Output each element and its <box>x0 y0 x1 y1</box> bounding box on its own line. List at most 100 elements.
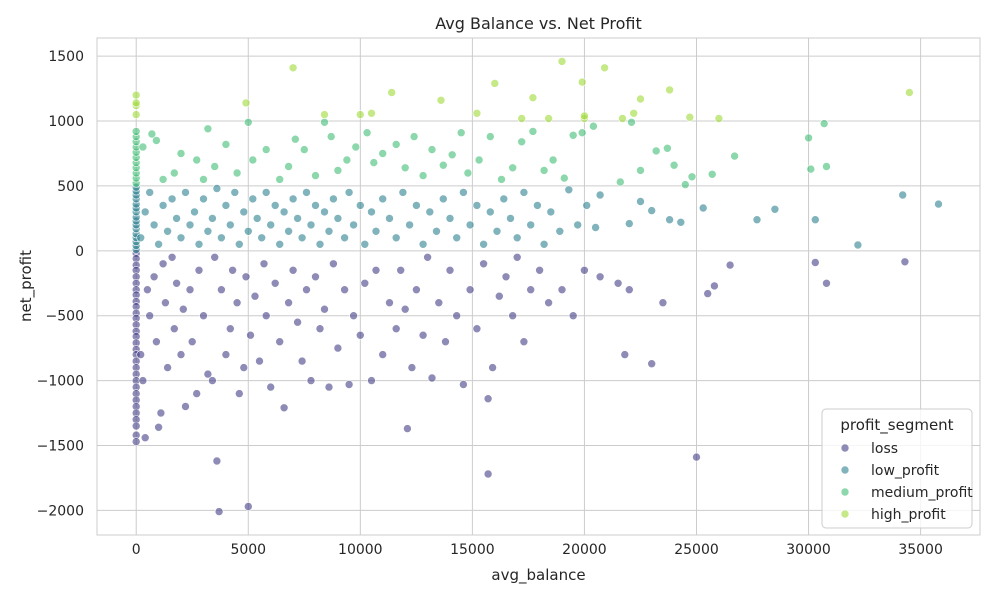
point-loss <box>595 272 605 282</box>
point-loss <box>172 278 181 288</box>
point-high_profit <box>517 114 527 123</box>
point-loss <box>320 304 329 314</box>
point-low_profit <box>564 185 574 195</box>
point-medium_profit <box>244 118 253 127</box>
point-loss <box>501 272 511 282</box>
x-ticks: 0 5000 10000 15000 20000 25000 30000 35000 <box>132 542 943 558</box>
point-medium_profit <box>651 146 661 156</box>
point-low_profit <box>853 240 863 250</box>
point-low_profit <box>479 240 488 249</box>
point-loss <box>152 337 161 347</box>
point-loss <box>176 350 186 359</box>
point-high_profit <box>905 88 914 97</box>
point-medium_profit <box>663 144 672 153</box>
point-high_profit <box>580 111 589 121</box>
point-low_profit <box>248 194 258 204</box>
point-loss <box>624 285 634 295</box>
point-high_profit <box>288 63 298 73</box>
point-loss <box>658 298 668 308</box>
point-low_profit <box>279 207 289 217</box>
y-tick-label: 0 <box>75 244 84 260</box>
point-medium_profit <box>351 142 361 152</box>
point-medium_profit <box>559 173 569 183</box>
point-loss <box>131 421 141 431</box>
point-loss <box>427 373 437 383</box>
point-low_profit <box>252 214 262 223</box>
point-low_profit <box>230 188 240 197</box>
point-medium_profit <box>680 180 690 189</box>
point-low_profit <box>176 233 186 243</box>
point-high_profit <box>577 77 587 87</box>
point-low_profit <box>297 233 307 243</box>
point-loss <box>275 337 285 347</box>
point-loss <box>192 389 201 398</box>
point-low_profit <box>235 240 244 249</box>
legend-label-medium_profit: medium_profit <box>871 485 973 501</box>
point-high_profit <box>629 109 639 118</box>
point-high_profit <box>355 110 365 119</box>
x-tick-label: 15000 <box>450 542 495 558</box>
point-medium_profit <box>290 134 300 144</box>
point-loss <box>187 337 197 347</box>
point-high_profit <box>387 88 397 97</box>
point-low_profit <box>555 227 565 236</box>
point-medium_profit <box>636 166 645 175</box>
point-low_profit <box>136 233 145 243</box>
point-low_profit <box>275 240 285 249</box>
point-low_profit <box>329 194 338 204</box>
y-tick-label: −1500 <box>37 438 84 454</box>
point-loss <box>228 265 237 275</box>
point-loss <box>483 469 493 479</box>
point-medium_profit <box>627 118 636 127</box>
point-loss <box>692 452 701 462</box>
point-loss <box>241 272 251 282</box>
point-medium_profit <box>539 166 549 175</box>
point-loss <box>212 456 222 466</box>
x-axis-label: avg_balance <box>491 566 585 585</box>
point-loss <box>181 402 190 411</box>
point-low_profit <box>445 214 455 223</box>
point-loss <box>367 376 376 385</box>
point-loss <box>508 311 518 321</box>
point-low_profit <box>149 220 159 230</box>
legend-label-low_profit: low_profit <box>871 463 940 479</box>
point-low_profit <box>412 201 421 210</box>
point-medium_profit <box>568 131 578 140</box>
point-low_profit <box>203 227 213 236</box>
x-tick-label: 5000 <box>230 542 266 558</box>
point-low_profit <box>349 220 358 230</box>
point-medium_profit <box>589 121 598 131</box>
point-loss <box>217 285 226 295</box>
point-loss <box>246 330 255 340</box>
point-low_profit <box>190 207 199 217</box>
point-loss <box>315 324 325 334</box>
point-low_profit <box>145 188 154 197</box>
point-loss <box>279 403 289 413</box>
x-tick-label: 35000 <box>898 542 943 558</box>
point-medium_profit <box>456 128 466 137</box>
point-low_profit <box>239 207 249 217</box>
point-low_profit <box>533 201 542 210</box>
point-medium_profit <box>463 168 473 178</box>
point-medium_profit <box>275 175 285 184</box>
legend-label-high_profit: high_profit <box>871 507 946 523</box>
point-loss <box>519 337 529 347</box>
point-medium_profit <box>284 162 293 171</box>
point-low_profit <box>315 240 325 249</box>
legend: profit_segment loss low_profit medium_prof… <box>821 408 973 529</box>
point-low_profit <box>288 194 298 204</box>
point-low_profit <box>167 194 177 204</box>
legend-box <box>821 408 973 529</box>
point-loss <box>725 260 735 270</box>
point-low_profit <box>340 233 349 243</box>
point-low_profit <box>360 240 370 249</box>
point-low_profit <box>898 190 908 200</box>
point-low_profit <box>212 184 222 193</box>
point-loss <box>465 285 475 295</box>
point-loss <box>378 350 388 359</box>
point-loss <box>418 330 428 340</box>
point-low_profit <box>465 220 475 230</box>
point-loss <box>423 252 432 262</box>
point-loss <box>396 265 406 275</box>
